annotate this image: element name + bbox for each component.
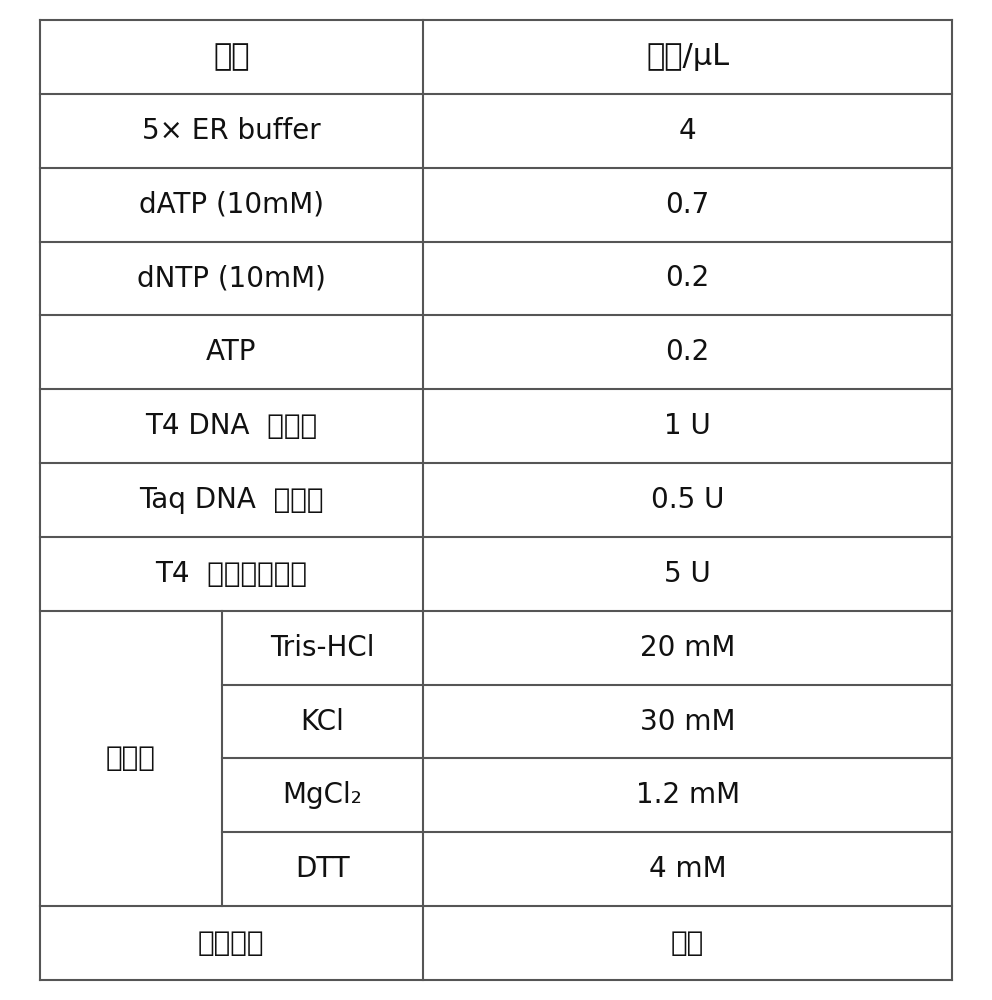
Text: 去离子水: 去离子水 (198, 929, 265, 957)
Text: Taq DNA  聚合酶: Taq DNA 聚合酶 (139, 486, 323, 514)
Text: ATP: ATP (206, 338, 257, 366)
Text: 组分: 组分 (213, 42, 250, 71)
Text: Tris-HCl: Tris-HCl (271, 634, 375, 662)
Text: 4: 4 (679, 117, 696, 145)
Text: 1.2 mM: 1.2 mM (636, 781, 740, 809)
Text: 5× ER buffer: 5× ER buffer (142, 117, 320, 145)
Text: 30 mM: 30 mM (640, 708, 735, 736)
Text: 4 mM: 4 mM (649, 855, 726, 883)
Text: DTT: DTT (296, 855, 350, 883)
Text: dATP (10mM): dATP (10mM) (139, 191, 323, 219)
Text: 20 mM: 20 mM (640, 634, 735, 662)
Text: 缓冲液: 缓冲液 (106, 744, 156, 772)
Text: dNTP (10mM): dNTP (10mM) (137, 264, 325, 292)
Text: 0.2: 0.2 (666, 264, 710, 292)
Text: 1 U: 1 U (665, 412, 711, 440)
Text: KCl: KCl (301, 708, 344, 736)
Text: T4 DNA  聚合酶: T4 DNA 聚合酶 (145, 412, 317, 440)
Text: 0.2: 0.2 (666, 338, 710, 366)
Text: 0.5 U: 0.5 U (651, 486, 724, 514)
Text: MgCl₂: MgCl₂ (283, 781, 362, 809)
Text: 5 U: 5 U (665, 560, 711, 588)
Text: 余量: 余量 (671, 929, 704, 957)
Text: T4  多核苷酸激酶: T4 多核苷酸激酶 (156, 560, 308, 588)
Text: 0.7: 0.7 (666, 191, 710, 219)
Text: 体积/μL: 体积/μL (646, 42, 729, 71)
